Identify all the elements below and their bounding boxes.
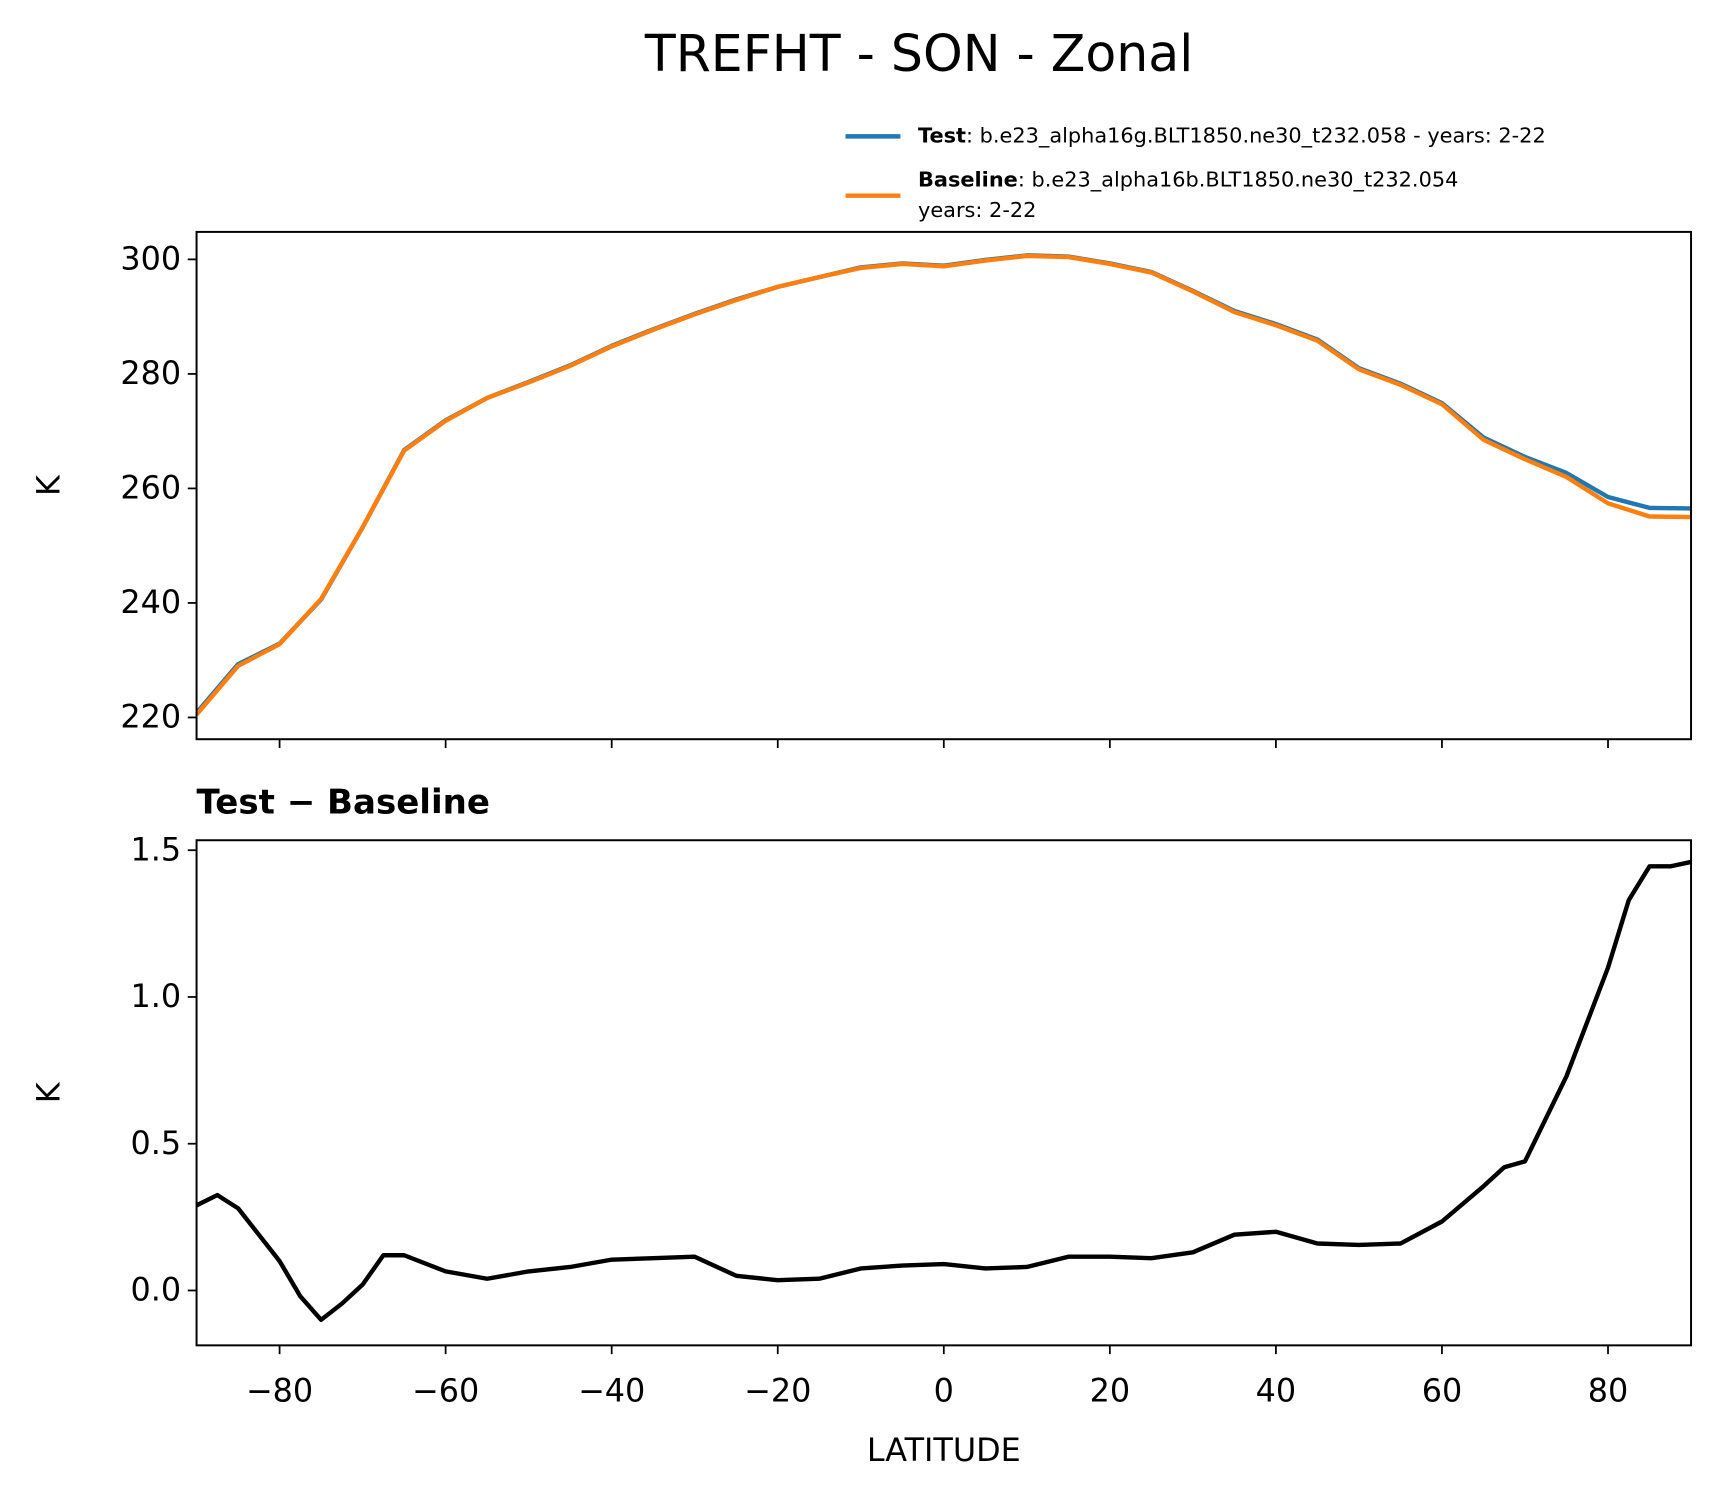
- x-tick-label: 60: [1422, 1372, 1463, 1410]
- axes-frame: [195, 230, 1693, 741]
- y-tick-label: 280: [120, 354, 181, 392]
- x-tick-label: −60: [412, 1372, 479, 1410]
- legend-label: Test: b.e23_alpha16g.BLT1850.ne30_t232.0…: [918, 123, 1546, 148]
- x-tick-label: −20: [744, 1372, 811, 1410]
- y-tick-label: 240: [120, 583, 181, 621]
- data-line: [196, 253, 1692, 717]
- legend-name: Test: [918, 123, 966, 147]
- legend-description: : b.e23_alpha16b.BLT1850.ne30_t232.054: [1018, 167, 1459, 192]
- y-axis-label: K: [30, 1081, 68, 1103]
- y-tick-label: 1.0: [131, 977, 182, 1015]
- x-tick-label: 0: [934, 1372, 954, 1410]
- axes-frame: [195, 839, 1693, 1347]
- y-tick-label: 1.5: [131, 830, 182, 868]
- y-tick-label: 260: [120, 469, 181, 507]
- legend-description: : b.e23_alpha16g.BLT1850.ne30_t232.058 -…: [966, 123, 1546, 148]
- y-tick-label: 0.5: [131, 1124, 182, 1162]
- data-line: [196, 859, 1692, 1323]
- x-tick-label: 20: [1090, 1372, 1131, 1410]
- legend-description: years: 2-22: [918, 198, 1036, 222]
- chart-title: TREFHT - SON - Zonal: [644, 24, 1193, 83]
- x-tick-label: 80: [1588, 1372, 1629, 1410]
- x-tick-label: −40: [578, 1372, 645, 1410]
- legend-label: Baseline: b.e23_alpha16b.BLT1850.ne30_t2…: [918, 167, 1458, 192]
- y-axis-label: K: [30, 474, 68, 496]
- subplot-title: Test − Baseline: [197, 783, 490, 823]
- x-tick-label: −80: [246, 1372, 313, 1410]
- y-tick-label: 0.0: [131, 1271, 182, 1309]
- x-axis-label: LATITUDE: [867, 1431, 1021, 1469]
- legend-name: Baseline: [918, 167, 1018, 191]
- y-tick-label: 300: [120, 239, 181, 277]
- x-tick-label: 40: [1256, 1372, 1297, 1410]
- y-tick-label: 220: [120, 698, 181, 736]
